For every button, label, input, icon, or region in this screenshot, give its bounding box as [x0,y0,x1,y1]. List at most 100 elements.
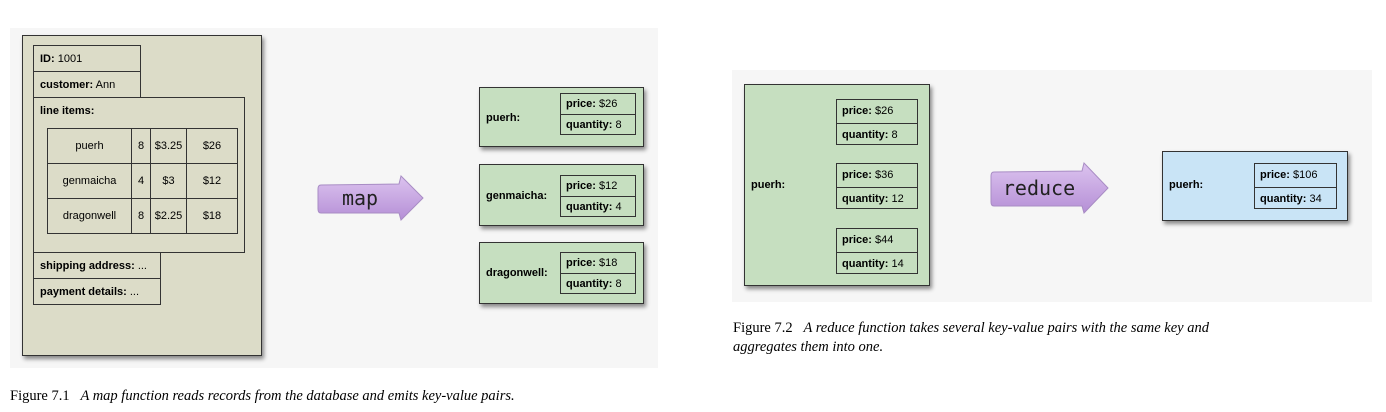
figure-7-1-caption: Figure 7.1 A map function reads records … [10,388,515,405]
output-value: price: $26 quantity: 8 [560,93,636,135]
price-value: $18 [599,257,618,269]
reduce-input-puerh: puerh: price: $26 quantity: 8 price: $36… [744,84,930,286]
price-row: price: $106 [1255,164,1336,187]
map-arrow: map [317,175,425,221]
output-value: price: $106 quantity: 34 [1254,163,1337,209]
price-label: price: [566,180,596,192]
figure-7-2-caption: Figure 7.2 A reduce function takes sever… [733,319,1209,357]
price-value: $44 [875,234,894,246]
record-payment-value: ... [129,286,140,298]
quantity-label: quantity: [566,119,613,131]
caption-text: A map function reads records from the da… [80,388,515,404]
quantity-label: quantity: [842,129,889,141]
item-unit-price-cell: $3 [150,163,187,199]
item-total-cell: $18 [186,198,238,234]
price-value: $106 [1293,169,1318,181]
caption-text-line-1: A reduce function takes several key-valu… [803,320,1209,336]
caption-number: Figure 7.2 [733,320,793,336]
record-customer-value: Ann [95,79,116,91]
caption-text-line-2: aggregates them into one. [733,339,884,355]
quantity-row: quantity: 14 [837,252,917,275]
record-customer-label: customer: [40,79,94,91]
record-payment-field: payment details: ... [33,278,161,305]
arrow-right-icon [990,162,1109,214]
output-key: genmaicha: [486,190,548,202]
quantity-row: quantity: 4 [561,196,635,216]
price-label: price: [566,257,596,269]
input-value-2: price: $36 quantity: 12 [836,163,918,209]
output-key: dragonwell: [486,267,548,279]
item-unit-price-cell: $3.25 [150,128,187,164]
item-name-cell: puerh [47,128,132,164]
price-row: price: $26 [837,100,917,123]
map-arrow-label: map [341,186,379,210]
quantity-row: quantity: 12 [837,187,917,210]
price-value: $26 [875,105,894,117]
output-value: price: $12 quantity: 4 [560,175,636,217]
price-label: price: [842,105,872,117]
price-row: price: $26 [561,94,635,114]
item-qty-cell: 8 [131,128,151,164]
quantity-value: 14 [891,258,904,270]
item-name-cell: dragonwell [47,198,132,234]
quantity-label: quantity: [566,278,613,290]
output-value: price: $18 quantity: 8 [560,252,636,294]
table-row: genmaicha 4 $3 $12 [47,163,238,199]
line-items-table: puerh 8 $3.25 $26 genmaicha 4 $3 $12 dra… [47,128,238,234]
table-row: puerh 8 $3.25 $26 [47,128,238,164]
reduce-output-puerh: puerh: price: $106 quantity: 34 [1162,151,1348,221]
input-value-3: price: $44 quantity: 14 [836,228,918,274]
price-row: price: $44 [837,229,917,252]
price-value: $26 [599,98,618,110]
quantity-label: quantity: [842,193,889,205]
input-value-1: price: $26 quantity: 8 [836,99,918,145]
quantity-row: quantity: 8 [561,114,635,134]
reduce-arrow-label: reduce [1002,176,1076,200]
item-name-cell: genmaicha [47,163,132,199]
output-key: puerh: [1169,179,1204,191]
record-id-label: ID: [40,53,55,65]
quantity-value: 8 [891,129,898,141]
record-line-items-field: line items: puerh 8 $3.25 $26 genmaicha … [33,97,245,253]
price-label: price: [566,98,596,110]
quantity-row: quantity: 34 [1255,187,1336,210]
input-key: puerh: [751,179,786,191]
quantity-label: quantity: [842,258,889,270]
reduce-arrow: reduce [990,162,1110,214]
quantity-label: quantity: [1260,193,1307,205]
item-qty-cell: 4 [131,163,151,199]
price-label: price: [842,169,872,181]
map-output-dragonwell: dragonwell: price: $18 quantity: 8 [479,242,644,304]
item-unit-price-cell: $2.25 [150,198,187,234]
item-total-cell: $12 [186,163,238,199]
quantity-label: quantity: [566,201,613,213]
map-output-genmaicha: genmaicha: price: $12 quantity: 4 [479,164,644,226]
quantity-value: 8 [615,119,622,131]
quantity-row: quantity: 8 [561,273,635,293]
record-shipping-value: ... [137,260,147,272]
caption-number: Figure 7.1 [10,388,70,404]
price-value: $12 [599,180,618,192]
price-label: price: [842,234,872,246]
record-customer-field: customer: Ann [33,71,141,98]
arrow-right-icon [317,175,424,221]
quantity-value: 8 [615,278,622,290]
record-line-items-label: line items: [40,105,95,117]
item-total-cell: $26 [186,128,238,164]
price-value: $36 [875,169,894,181]
record-id-field: ID: 1001 [33,45,141,72]
order-record: ID: 1001 customer: Ann line items: puerh… [22,35,262,356]
price-row: price: $12 [561,176,635,196]
output-key: puerh: [486,112,521,124]
quantity-value: 34 [1309,193,1322,205]
record-id-value: 1001 [57,53,83,65]
item-qty-cell: 8 [131,198,151,234]
map-output-puerh: puerh: price: $26 quantity: 8 [479,87,644,147]
quantity-value: 4 [615,201,622,213]
price-row: price: $18 [561,253,635,273]
price-label: price: [1260,169,1290,181]
price-row: price: $36 [837,164,917,187]
quantity-value: 12 [891,193,904,205]
record-shipping-field: shipping address: ... [33,252,161,279]
record-shipping-label: shipping address: [40,260,135,272]
